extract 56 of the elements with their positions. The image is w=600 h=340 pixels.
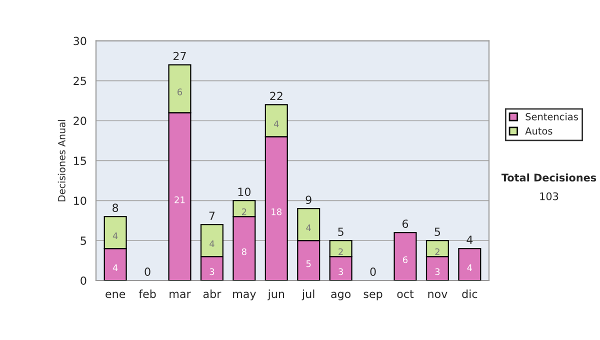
x-tick-label: ago	[331, 292, 351, 300]
total-label: 8	[112, 204, 118, 212]
data-label: 4	[306, 224, 311, 232]
total-label: 7	[209, 212, 215, 220]
total-label: 9	[306, 196, 312, 204]
data-label: 2	[435, 248, 440, 256]
x-tick-label: ene	[106, 292, 126, 298]
x-tick-label: jul	[302, 290, 314, 300]
total-label: 6	[402, 220, 408, 228]
y-axis-title: Decisiones Anual	[58, 120, 66, 202]
x-tick-label: feb	[138, 290, 156, 298]
total-label: 4	[466, 236, 473, 244]
data-label: 2	[338, 248, 343, 256]
x-tick-label: mar	[170, 292, 191, 298]
bar	[458, 248, 482, 280]
y-tick-label: 5	[80, 236, 86, 245]
data-label: 3	[435, 268, 440, 276]
data-label: 4	[112, 232, 118, 240]
bar	[394, 232, 417, 280]
y-tick-label: 25	[74, 76, 86, 86]
total-label: 10	[238, 188, 251, 196]
total-label: 0	[144, 268, 150, 276]
data-label: 4	[274, 120, 279, 128]
data-label: 3	[338, 268, 343, 276]
data-label: 4	[112, 264, 118, 272]
total-label: 0	[370, 268, 376, 276]
total-label: 22	[270, 92, 282, 100]
data-label: 2	[242, 208, 246, 216]
x-tick-label: oct	[397, 290, 414, 298]
data-label: 8	[242, 248, 246, 256]
x-tick-label: may	[233, 292, 256, 300]
x-tick-label: nov	[428, 292, 448, 298]
y-tick-label: 30	[74, 36, 86, 46]
x-tick-label: sep	[364, 292, 382, 300]
data-label: 21	[174, 196, 185, 204]
data-label: 4	[467, 264, 472, 272]
data-label: 3	[210, 268, 214, 276]
text: 103	[540, 192, 558, 200]
y-tick-label: 20	[74, 116, 86, 126]
text: Total Decisiones	[501, 173, 596, 182]
data-label: 4	[210, 240, 214, 248]
data-label: 5	[306, 260, 311, 268]
x-tick-label: jun	[268, 290, 284, 300]
total-label: 27	[174, 52, 186, 60]
data-label: 6	[178, 88, 182, 96]
data-label: 6	[403, 256, 408, 264]
y-tick-label: 15	[74, 156, 86, 166]
legend-label: Autos	[525, 127, 552, 135]
y-tick-label: 0	[80, 276, 86, 285]
legend-label: Sentencias	[526, 112, 578, 120]
y-tick-label: 10	[74, 196, 86, 205]
data-label: 18	[272, 208, 282, 216]
total-label: 5	[434, 228, 440, 236]
total-label: 5	[338, 228, 344, 236]
x-tick-label: dic	[462, 290, 478, 298]
x-tick-label: abr	[203, 290, 222, 298]
